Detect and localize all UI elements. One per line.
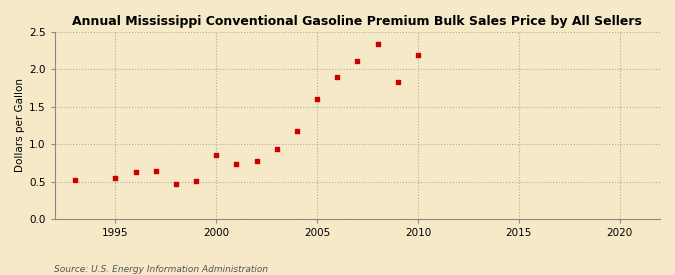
Point	[171, 182, 182, 186]
Point	[251, 159, 262, 164]
Point	[231, 161, 242, 166]
Point	[211, 152, 221, 157]
Point	[110, 176, 121, 180]
Point	[392, 80, 403, 84]
Point	[190, 179, 201, 183]
Point	[292, 128, 302, 133]
Point	[332, 75, 343, 79]
Point	[372, 42, 383, 46]
Point	[312, 96, 323, 101]
Text: Source: U.S. Energy Information Administration: Source: U.S. Energy Information Administ…	[54, 265, 268, 274]
Point	[130, 170, 141, 174]
Point	[271, 147, 282, 151]
Point	[70, 178, 80, 182]
Point	[412, 53, 423, 57]
Point	[352, 59, 362, 63]
Point	[151, 169, 161, 173]
Title: Annual Mississippi Conventional Gasoline Premium Bulk Sales Price by All Sellers: Annual Mississippi Conventional Gasoline…	[72, 15, 643, 28]
Y-axis label: Dollars per Gallon: Dollars per Gallon	[15, 78, 25, 172]
